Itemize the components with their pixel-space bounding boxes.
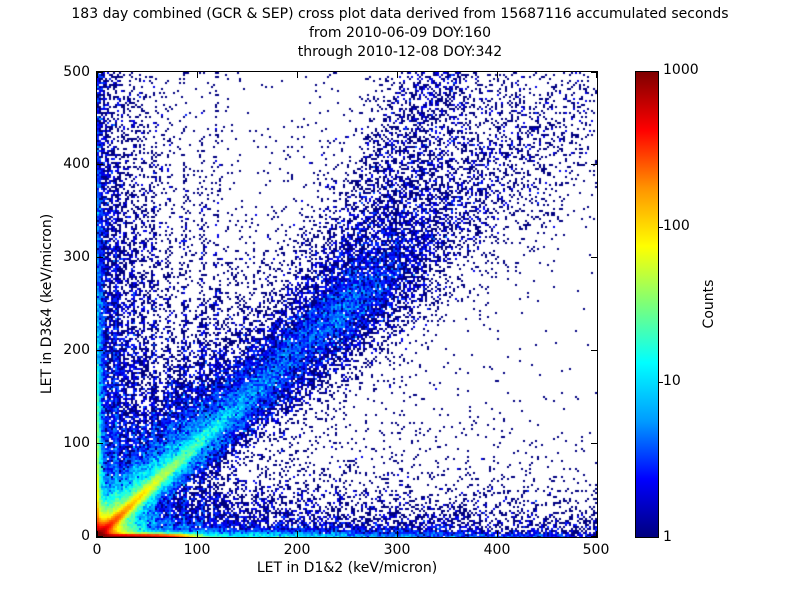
x-tick	[297, 531, 298, 537]
x-tick-label: 100	[183, 542, 211, 558]
x-tick-label: 0	[92, 542, 102, 558]
y-tick	[97, 257, 103, 258]
colorbar-tick	[658, 382, 663, 383]
title-line-3: through 2010-12-08 DOY:342	[297, 44, 503, 60]
y-tick	[97, 536, 103, 537]
colorbar-label: Counts	[701, 279, 717, 329]
colorbar-tick-label: 1000	[663, 62, 699, 78]
x-tick	[497, 531, 498, 537]
colorbar-tick-label: 1	[663, 529, 672, 545]
y-tick-label: 500	[63, 64, 90, 80]
colorbar-tick	[658, 227, 663, 228]
y-tick	[97, 443, 103, 444]
y-tick	[591, 350, 597, 351]
y-tick	[97, 72, 103, 73]
plot-area	[96, 71, 598, 538]
chart-title: 183 day combined (GCR & SEP) cross plot …	[0, 5, 800, 62]
x-tick	[197, 72, 198, 78]
x-tick	[497, 72, 498, 78]
y-tick	[97, 164, 103, 165]
title-line-1: 183 day combined (GCR & SEP) cross plot …	[71, 6, 729, 22]
x-tick	[397, 72, 398, 78]
colorbar-tick-label: 10	[663, 373, 681, 389]
y-tick-label: 200	[63, 342, 90, 358]
x-tick-label: 400	[483, 542, 511, 558]
y-tick	[97, 350, 103, 351]
x-tick	[397, 531, 398, 537]
title-line-2: from 2010-06-09 DOY:160	[308, 25, 491, 41]
y-tick	[591, 443, 597, 444]
x-tick	[197, 531, 198, 537]
y-tick-label: 0	[81, 528, 90, 544]
y-tick	[591, 257, 597, 258]
y-tick	[591, 72, 597, 73]
x-tick-label: 300	[383, 542, 411, 558]
x-tick	[596, 531, 597, 537]
y-axis-label: LET in D3&4 (keV/micron)	[39, 213, 55, 395]
x-tick-label: 500	[582, 542, 610, 558]
y-tick	[591, 164, 597, 165]
y-tick-label: 300	[63, 249, 90, 265]
x-axis-label: LET in D1&2 (keV/micron)	[256, 560, 438, 576]
y-tick-label: 400	[63, 156, 90, 172]
x-tick	[297, 72, 298, 78]
y-tick	[591, 536, 597, 537]
scatter-density-canvas	[97, 72, 597, 537]
x-tick-label: 200	[283, 542, 311, 558]
x-tick	[97, 531, 98, 537]
x-tick	[97, 72, 98, 78]
colorbar-gradient	[635, 71, 659, 538]
colorbar-tick-label: 100	[663, 218, 690, 234]
y-tick-label: 100	[63, 435, 90, 451]
x-tick	[596, 72, 597, 78]
